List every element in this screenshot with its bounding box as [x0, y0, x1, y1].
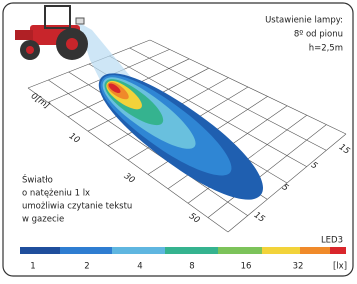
colorbar-label: 2 — [84, 262, 89, 272]
diagram: Ustawienie lampy:8º od pionuh=2,5m0[m]10… — [0, 0, 357, 280]
lamp-setting: Ustawienie lampy: — [265, 16, 343, 26]
lamp-setting: h=2,5m — [309, 44, 343, 54]
note: Światło — [22, 174, 53, 186]
lamp-setting: 8º od pionu — [294, 30, 343, 40]
colorbar-label: 1 — [30, 262, 35, 272]
colorbar-label: 4 — [137, 262, 142, 272]
model-name: LED3 — [321, 236, 343, 246]
colorbar-label: 16 — [241, 262, 252, 272]
colorbar-segment — [330, 247, 346, 254]
colorbar-label: 8 — [189, 262, 194, 272]
colorbar-segment — [112, 247, 165, 254]
note: umożliwia czytanie tekstu — [22, 202, 132, 212]
colorbar-segment — [20, 247, 60, 254]
colorbar-segment — [165, 247, 218, 254]
note: o natężeniu 1 lx — [22, 189, 90, 199]
colorbar-segment — [262, 247, 300, 254]
note: w gazecie — [22, 215, 64, 225]
colorbar-unit: [lx] — [333, 262, 347, 272]
colorbar-segment — [60, 247, 112, 254]
colorbar-label: 32 — [293, 262, 304, 272]
colorbar-segment — [218, 247, 262, 254]
colorbar-segment — [300, 247, 330, 254]
